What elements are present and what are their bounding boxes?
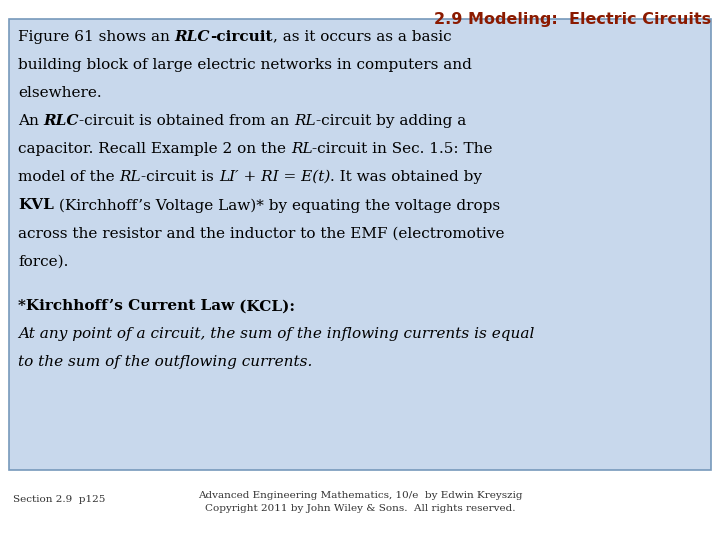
- Text: RL: RL: [294, 114, 316, 128]
- Text: . It was obtained by: . It was obtained by: [330, 170, 482, 184]
- Text: -circuit: -circuit: [210, 30, 273, 44]
- Text: (KCL):: (KCL):: [234, 299, 295, 313]
- Text: -circuit is: -circuit is: [141, 170, 219, 184]
- Text: RL: RL: [120, 170, 141, 184]
- Text: *Kirchhoff’s Current Law: *Kirchhoff’s Current Law: [18, 299, 234, 313]
- Text: Copyright 2011 by John Wiley & Sons.  All rights reserved.: Copyright 2011 by John Wiley & Sons. All…: [204, 504, 516, 513]
- FancyBboxPatch shape: [9, 19, 711, 470]
- Text: across the resistor and the inductor to the EMF (electromotive: across the resistor and the inductor to …: [18, 226, 505, 240]
- Text: Advanced Engineering Mathematics, 10/e  by Edwin Kreyszig: Advanced Engineering Mathematics, 10/e b…: [198, 491, 522, 500]
- Text: model of the: model of the: [18, 170, 120, 184]
- Text: capacitor. Recall Example 2 on the: capacitor. Recall Example 2 on the: [18, 142, 291, 156]
- Text: An: An: [18, 114, 44, 128]
- Text: KVL: KVL: [18, 198, 54, 212]
- Text: LI′ + RI = E(t): LI′ + RI = E(t): [219, 170, 330, 184]
- Text: RL: RL: [291, 142, 312, 156]
- Text: At any point of a circuit, the sum of the inflowing currents is equal: At any point of a circuit, the sum of th…: [18, 327, 534, 341]
- Text: -circuit in Sec. 1.5: The: -circuit in Sec. 1.5: The: [312, 142, 493, 156]
- Text: to the sum of the outflowing currents.: to the sum of the outflowing currents.: [18, 355, 312, 369]
- Text: 2.9 Modeling:  Electric Circuits: 2.9 Modeling: Electric Circuits: [434, 12, 711, 27]
- Text: RLC: RLC: [44, 114, 79, 128]
- Text: building block of large electric networks in computers and: building block of large electric network…: [18, 58, 472, 72]
- Text: force).: force).: [18, 254, 68, 268]
- Text: , as it occurs as a basic: , as it occurs as a basic: [273, 30, 451, 44]
- Text: elsewhere.: elsewhere.: [18, 86, 102, 100]
- Text: -circuit is obtained from an: -circuit is obtained from an: [79, 114, 294, 128]
- Text: RLC: RLC: [175, 30, 210, 44]
- Text: Section 2.9  p125: Section 2.9 p125: [13, 495, 105, 504]
- Text: (Kirchhoff’s Voltage Law)* by equating the voltage drops: (Kirchhoff’s Voltage Law)* by equating t…: [54, 198, 500, 213]
- Text: -circuit by adding a: -circuit by adding a: [316, 114, 467, 128]
- Text: Figure 61 shows an: Figure 61 shows an: [18, 30, 175, 44]
